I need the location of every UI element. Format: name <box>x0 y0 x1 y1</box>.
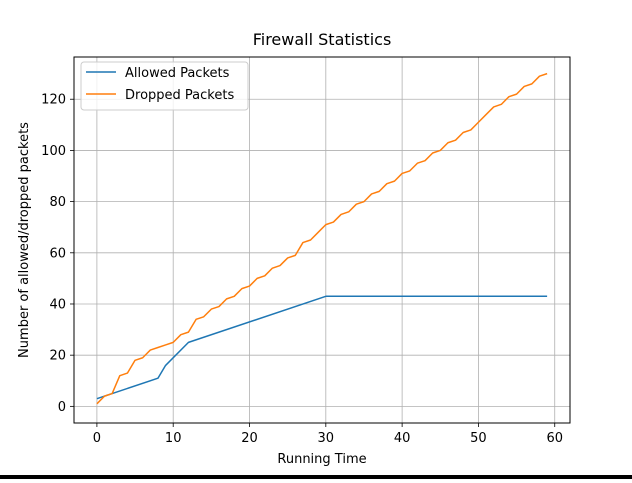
series-line-allowed <box>96 295 548 400</box>
y-tick-label: 100 <box>41 144 66 159</box>
axis-ticks: 0 10 20 30 40 50 60 0 20 40 60 80 100 120 <box>41 93 563 446</box>
chart-title: Firewall Statistics <box>253 30 392 49</box>
y-axis-label: Number of allowed/dropped packets <box>17 122 32 358</box>
x-tick-label: 40 <box>394 431 411 446</box>
x-tick-label: 50 <box>470 431 487 446</box>
legend-label-dropped: Dropped Packets <box>125 88 234 103</box>
x-tick-label: 60 <box>546 431 563 446</box>
x-tick-label: 20 <box>241 431 258 446</box>
y-tick-label: 120 <box>41 93 66 108</box>
y-tick-label: 80 <box>49 195 66 210</box>
y-tick-label: 60 <box>49 246 66 261</box>
series-line-dropped <box>96 72 548 405</box>
bottom-border <box>0 475 632 479</box>
plot-area-frame <box>73 56 571 424</box>
y-tick-label: 20 <box>49 349 66 364</box>
y-tick-label: 0 <box>58 400 66 415</box>
legend: Allowed Packets Dropped Packets <box>80 61 249 111</box>
x-tick-label: 10 <box>165 431 182 446</box>
legend-box <box>80 61 249 111</box>
x-tick-label: 0 <box>93 431 101 446</box>
legend-label-allowed: Allowed Packets <box>125 66 230 81</box>
y-tick-label: 40 <box>49 297 66 312</box>
x-axis-label: Running Time <box>277 452 366 467</box>
x-tick-label: 30 <box>318 431 335 446</box>
series-lines <box>96 72 548 405</box>
grid <box>74 57 570 423</box>
